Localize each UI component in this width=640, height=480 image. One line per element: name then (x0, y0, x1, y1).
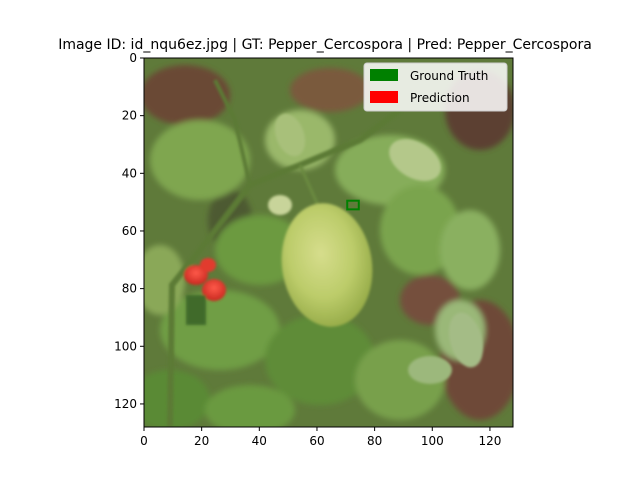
x-tick-label: 120 (478, 434, 501, 448)
legend: Ground Truth Prediction (363, 62, 508, 112)
x-tick-label: 0 (140, 434, 148, 448)
legend-label-ground-truth: Ground Truth (410, 69, 488, 83)
y-tick-label: 40 (122, 166, 137, 180)
x-tick-label: 80 (367, 434, 382, 448)
y-tick-label: 80 (122, 282, 137, 296)
y-tick-label: 20 (122, 109, 137, 123)
x-tick-label: 100 (421, 434, 444, 448)
chart-title: Image ID: id_nqu6ez.jpg | GT: Pepper_Cer… (58, 37, 592, 53)
legend-swatch-ground-truth (370, 69, 398, 81)
axes-frame (143, 57, 514, 428)
y-tick-label: 100 (114, 339, 137, 353)
x-tick-label: 60 (309, 434, 324, 448)
y-axis: 0 20 40 60 80 100 120 (114, 51, 144, 411)
legend-swatch-prediction (370, 91, 398, 103)
x-tick-label: 20 (194, 434, 209, 448)
legend-frame (363, 62, 508, 112)
y-tick-label: 0 (129, 51, 137, 65)
y-tick-label: 120 (114, 397, 137, 411)
x-axis: 0 20 40 60 80 100 120 (140, 427, 501, 448)
y-tick-label: 60 (122, 224, 137, 238)
ground-truth-box (346, 199, 360, 211)
bounding-boxes (346, 199, 360, 211)
x-tick-label: 40 (252, 434, 267, 448)
plant-photo (144, 58, 513, 427)
legend-label-prediction: Prediction (410, 91, 470, 105)
